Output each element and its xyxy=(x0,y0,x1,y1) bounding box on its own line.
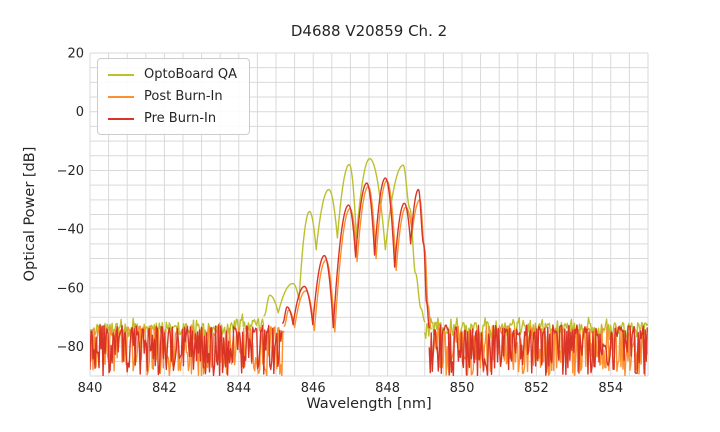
x-tick-label: 848 xyxy=(375,381,400,396)
x-axis-label: Wavelength [nm] xyxy=(306,396,432,412)
legend-entry: Post Burn-In xyxy=(108,89,237,104)
legend-label: Post Burn-In xyxy=(144,89,223,104)
legend-line-swatch xyxy=(108,95,134,98)
y-tick-label: 20 xyxy=(67,47,84,62)
chart-title: D4688 V20859 Ch. 2 xyxy=(290,22,448,40)
y-tick-label: −60 xyxy=(57,281,84,296)
y-tick-label: 0 xyxy=(76,105,84,120)
legend: OptoBoard QA Post Burn-In Pre Burn-In xyxy=(97,58,250,135)
y-tick-labels: 20 0 −20 −40 −60 −80 xyxy=(57,47,84,356)
legend-entry: OptoBoard QA xyxy=(108,67,237,82)
series-curves xyxy=(90,158,648,376)
y-tick-label: −80 xyxy=(57,340,84,355)
x-tick-label: 854 xyxy=(598,381,623,396)
legend-line-swatch xyxy=(108,117,134,120)
x-tick-label: 846 xyxy=(301,381,326,396)
series-line xyxy=(90,324,283,376)
legend-line-swatch xyxy=(108,73,134,76)
x-tick-label: 852 xyxy=(524,381,549,396)
legend-label: Pre Burn-In xyxy=(144,111,217,126)
x-tick-label: 842 xyxy=(152,381,177,396)
y-tick-label: −20 xyxy=(57,164,84,179)
legend-label: OptoBoard QA xyxy=(144,67,237,82)
y-axis-label: Optical Power [dB] xyxy=(22,146,38,282)
legend-entry: Pre Burn-In xyxy=(108,111,237,126)
x-tick-labels: 840 842 844 846 848 850 852 854 xyxy=(78,381,624,396)
x-tick-label: 840 xyxy=(78,381,103,396)
series-line xyxy=(263,158,426,323)
x-tick-label: 850 xyxy=(450,381,475,396)
series-line xyxy=(428,324,648,376)
series-line xyxy=(282,177,430,329)
y-tick-label: −40 xyxy=(57,223,84,238)
x-tick-label: 844 xyxy=(226,381,251,396)
